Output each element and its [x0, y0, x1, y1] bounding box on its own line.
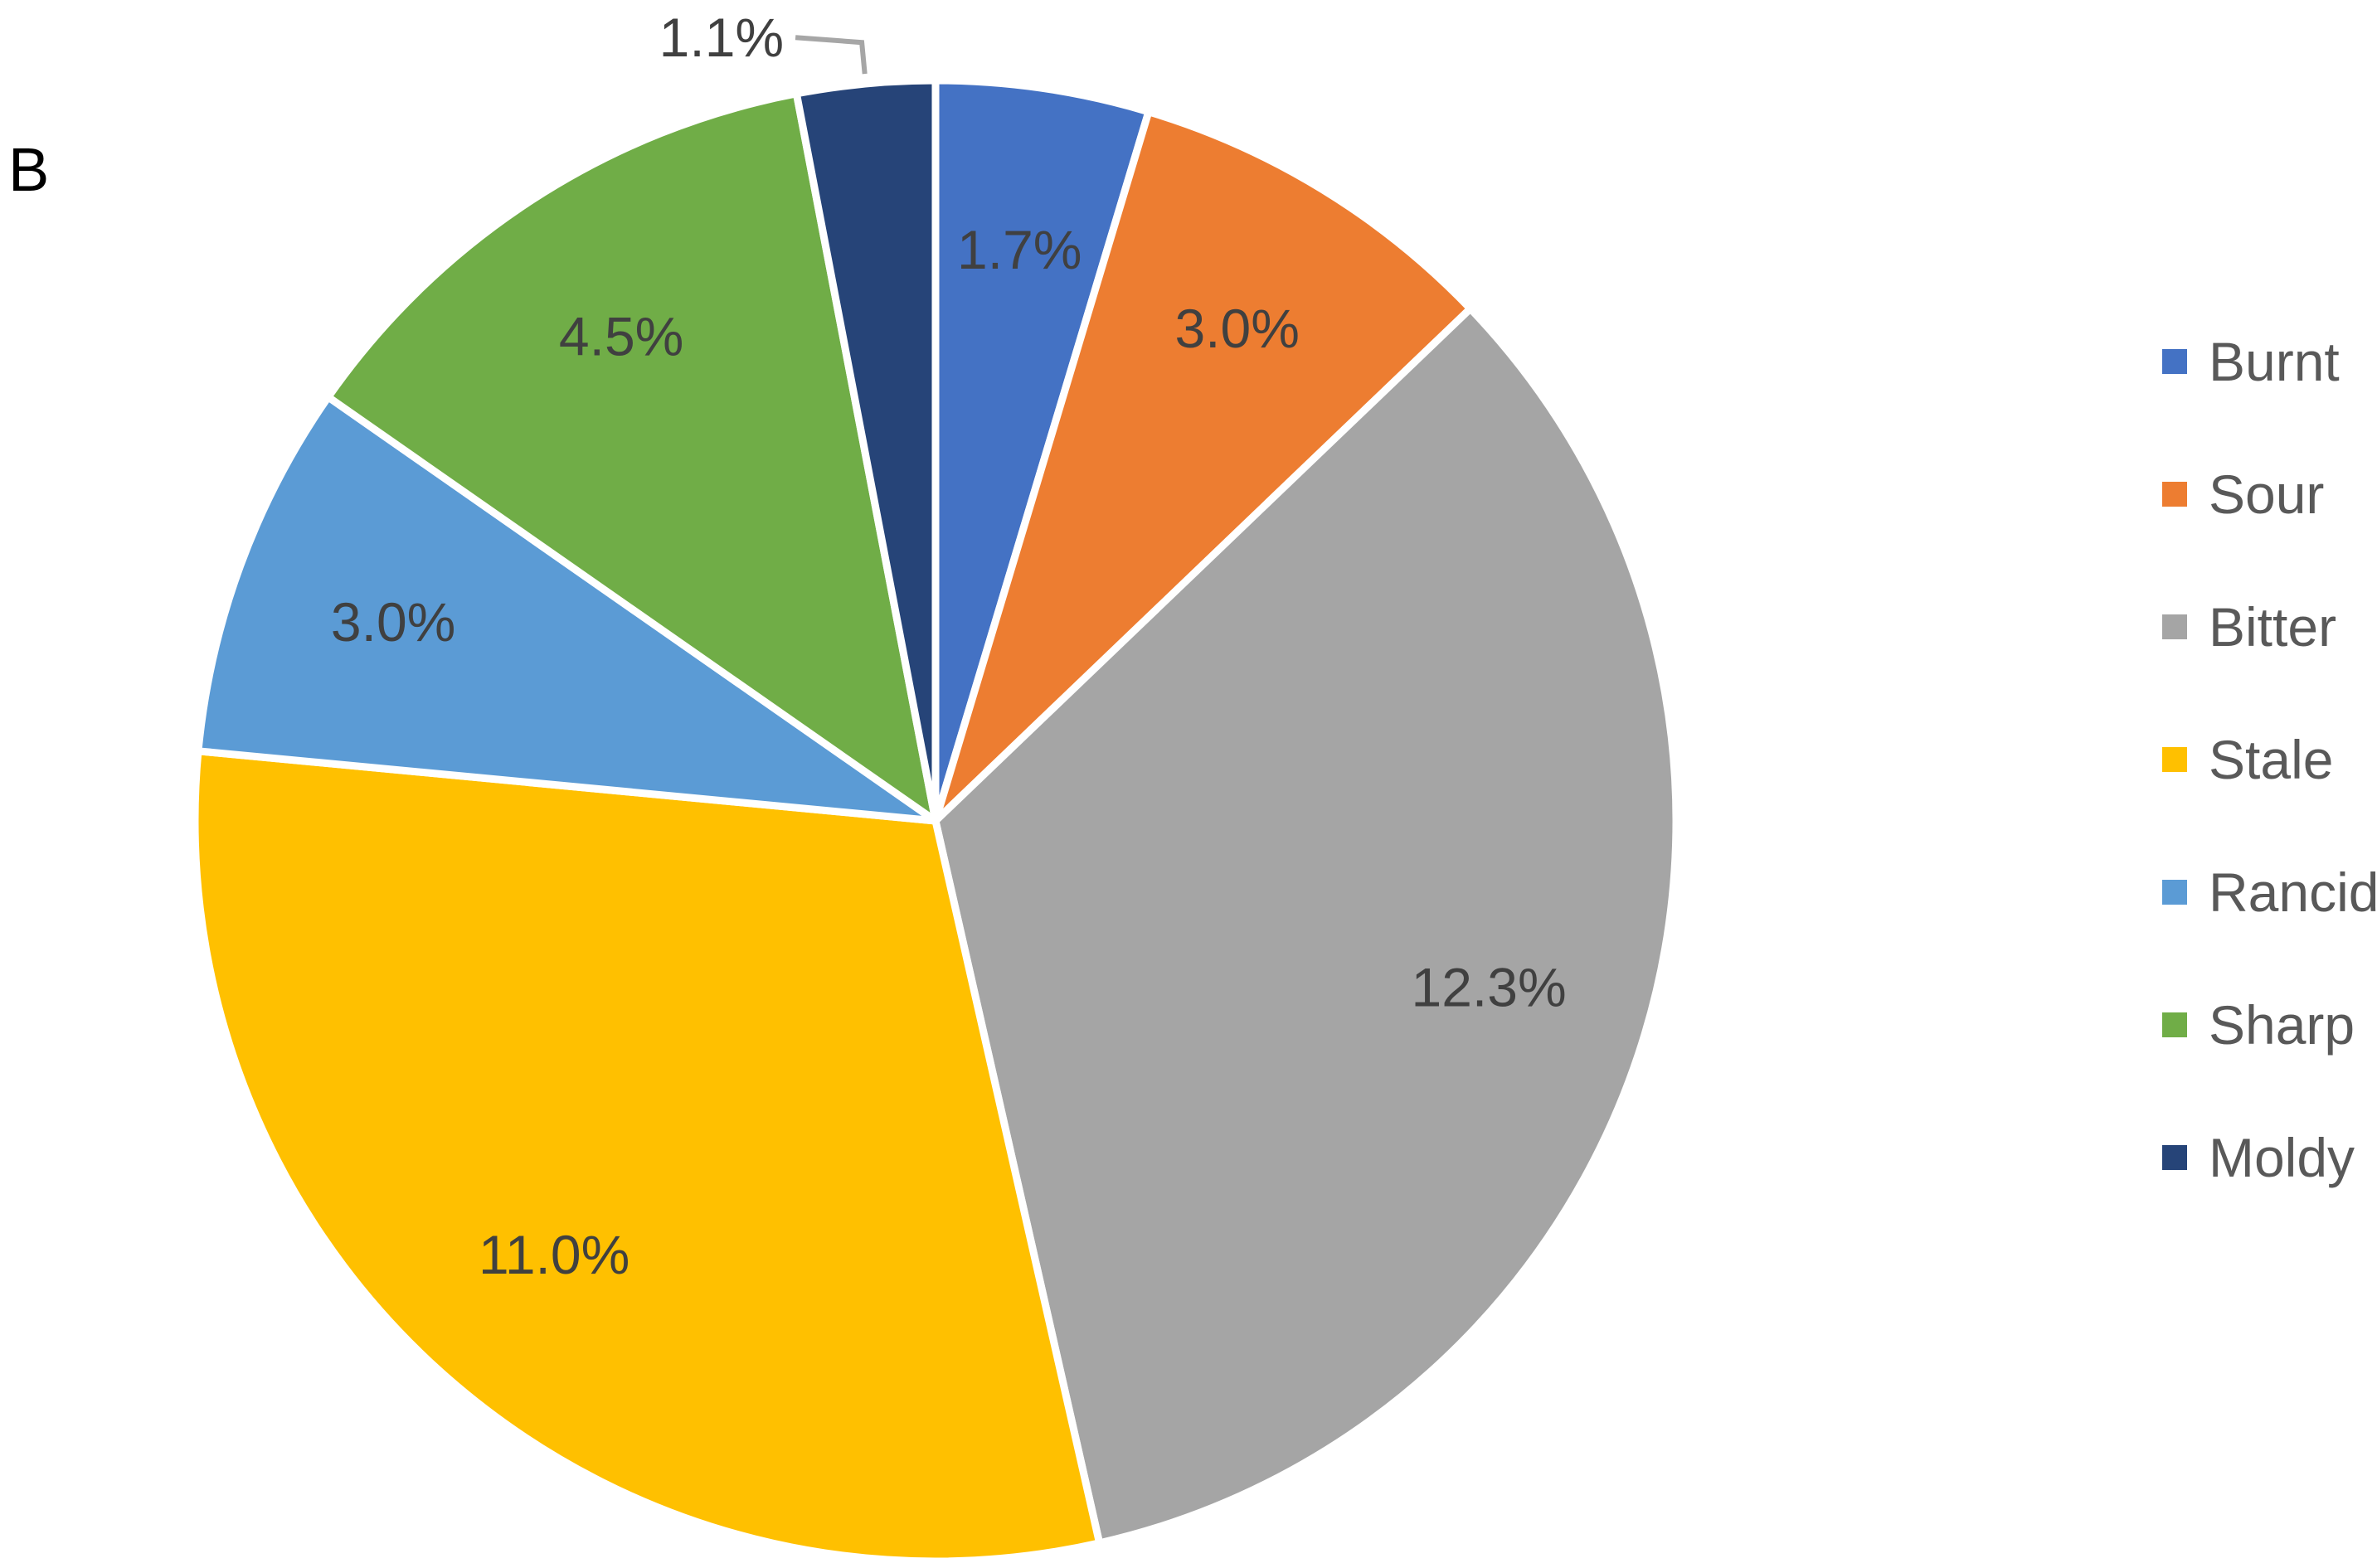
data-label-bitter: 12.3% [1412, 956, 1567, 1017]
data-labels: 1.7% 3.0% 12.3% 11.0% 3.0% 4.5% 1.1% [331, 7, 1567, 1285]
legend-swatch-rancid [2162, 880, 2187, 905]
data-label-burnt: 1.7% [957, 219, 1082, 280]
pie-slices [191, 76, 1680, 1566]
legend-item-stale: Stale [2162, 729, 2333, 790]
data-label-stale: 11.0% [479, 1224, 629, 1285]
pie-slice-sharp [324, 90, 940, 825]
legend-label-burnt: Burnt [2209, 331, 2340, 392]
data-label-moldy: 1.1% [659, 7, 784, 68]
legend-label-moldy: Moldy [2209, 1127, 2355, 1188]
legend-label-rancid: Rancid [2209, 862, 2377, 923]
legend-label-bitter: Bitter [2209, 596, 2336, 658]
legend-item-sour: Sour [2162, 464, 2324, 525]
pie-slice-rancid [194, 393, 940, 825]
panel-label: B [8, 135, 50, 204]
legend-swatch-sour [2162, 482, 2187, 507]
legend-item-moldy: Moldy [2162, 1127, 2355, 1188]
data-label-rancid: 3.0% [331, 591, 455, 653]
legend-swatch-burnt [2162, 349, 2187, 374]
leader-line-moldy [795, 35, 868, 75]
legend-label-sour: Sour [2209, 464, 2324, 525]
legend-label-sharp: Sharp [2209, 994, 2355, 1056]
pie-slice-bitter [931, 304, 1680, 1547]
pie-slice-stale [191, 747, 1104, 1566]
legend-swatch-stale [2162, 747, 2187, 772]
data-label-sour: 3.0% [1174, 298, 1299, 359]
legend-item-burnt: Burnt [2162, 331, 2340, 392]
pie-slice-moldy [792, 76, 940, 825]
data-label-sharp: 4.5% [559, 306, 683, 367]
legend-item-rancid: Rancid [2162, 862, 2377, 923]
legend: Burnt Sour Bitter Stale Rancid Sharp Moldy [2162, 331, 2377, 1188]
legend-item-bitter: Bitter [2162, 596, 2336, 658]
legend-label-stale: Stale [2209, 729, 2333, 790]
pie-slice-sour [931, 108, 1475, 825]
legend-swatch-bitter [2162, 614, 2187, 639]
legend-item-sharp: Sharp [2162, 994, 2355, 1056]
legend-swatch-moldy [2162, 1145, 2187, 1170]
legend-swatch-sharp [2162, 1012, 2187, 1037]
